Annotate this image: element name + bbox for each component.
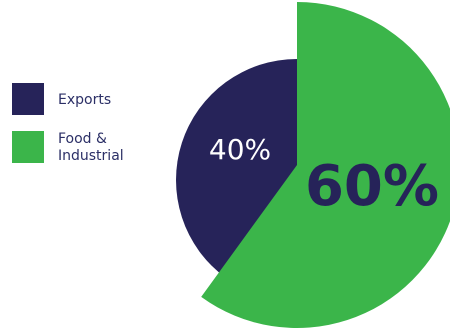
chart-legend: Exports Food & Industrial bbox=[12, 83, 162, 165]
pie-slice-food-industrial bbox=[201, 2, 450, 328]
legend-swatch-exports bbox=[12, 83, 44, 115]
legend-label-food-industrial: Food & Industrial bbox=[58, 131, 124, 164]
data-label-exports: 40% bbox=[209, 133, 271, 166]
legend-item-exports: Exports bbox=[12, 83, 162, 117]
legend-swatch-food-industrial bbox=[12, 131, 44, 163]
legend-label-exports: Exports bbox=[58, 92, 112, 108]
legend-item-food-industrial: Food & Industrial bbox=[12, 131, 162, 165]
pie-slice-exports bbox=[176, 59, 297, 278]
data-label-food-industrial: 60% bbox=[305, 154, 439, 219]
